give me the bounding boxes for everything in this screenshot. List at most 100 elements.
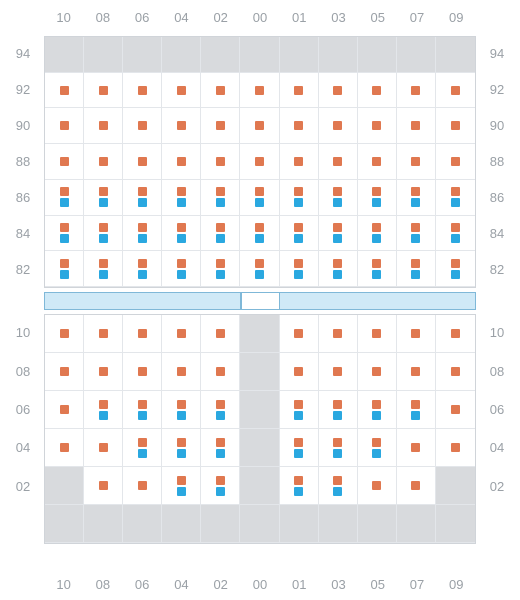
cell [45, 251, 84, 287]
cell [397, 467, 436, 505]
marker-orange [177, 187, 186, 196]
marker-blue [333, 487, 342, 496]
marker-blue [372, 234, 381, 243]
marker-orange [216, 223, 225, 232]
cell [319, 37, 358, 73]
marker-orange [333, 121, 342, 130]
marker-orange [99, 443, 108, 452]
cell [123, 505, 162, 543]
row-label: 06 [482, 402, 512, 417]
marker-orange [255, 187, 264, 196]
col-label: 02 [201, 577, 240, 592]
cell [123, 467, 162, 505]
cell [201, 315, 240, 353]
marker-blue [255, 234, 264, 243]
row-label: 88 [8, 154, 38, 169]
cell [280, 108, 319, 144]
cell [162, 315, 201, 353]
marker-orange [411, 443, 420, 452]
marker-orange [60, 157, 69, 166]
cell [436, 391, 475, 429]
marker-orange [333, 329, 342, 338]
cell [162, 429, 201, 467]
cell [162, 251, 201, 287]
cell [201, 251, 240, 287]
cell [358, 251, 397, 287]
cell [319, 180, 358, 216]
row-label: 08 [482, 364, 512, 379]
marker-blue [333, 270, 342, 279]
marker-orange [451, 405, 460, 414]
marker-blue [372, 270, 381, 279]
cell [319, 391, 358, 429]
cell [280, 353, 319, 391]
cell [280, 467, 319, 505]
cell [319, 505, 358, 543]
row-label: 84 [8, 226, 38, 241]
marker-orange [60, 223, 69, 232]
cell [45, 505, 84, 543]
marker-blue [177, 198, 186, 207]
grid-lower [44, 314, 476, 544]
marker-blue [333, 411, 342, 420]
marker-orange [411, 86, 420, 95]
marker-orange [216, 259, 225, 268]
cell [280, 37, 319, 73]
cell [123, 108, 162, 144]
col-label: 05 [358, 577, 397, 592]
cell [45, 391, 84, 429]
cell [319, 467, 358, 505]
cell [201, 467, 240, 505]
cell [162, 73, 201, 109]
marker-orange [216, 400, 225, 409]
cell [201, 108, 240, 144]
marker-blue [411, 198, 420, 207]
marker-orange [372, 481, 381, 490]
cell [280, 505, 319, 543]
cell [162, 37, 201, 73]
cell [123, 429, 162, 467]
marker-blue [216, 234, 225, 243]
marker-orange [138, 121, 147, 130]
marker-orange [60, 443, 69, 452]
marker-orange [333, 259, 342, 268]
marker-blue [177, 449, 186, 458]
cell [201, 216, 240, 252]
cell [240, 73, 279, 109]
cell [45, 315, 84, 353]
marker-blue [372, 449, 381, 458]
marker-orange [333, 187, 342, 196]
marker-orange [372, 187, 381, 196]
marker-blue [60, 234, 69, 243]
cell [240, 251, 279, 287]
cell [84, 467, 123, 505]
marker-orange [451, 367, 460, 376]
marker-orange [60, 405, 69, 414]
cell [319, 216, 358, 252]
cell [397, 505, 436, 543]
marker-orange [99, 157, 108, 166]
cell [280, 391, 319, 429]
marker-orange [138, 259, 147, 268]
cell [280, 216, 319, 252]
marker-blue [294, 487, 303, 496]
cell [397, 37, 436, 73]
col-label: 08 [83, 577, 122, 592]
marker-orange [99, 367, 108, 376]
row-label: 94 [8, 46, 38, 61]
marker-orange [216, 329, 225, 338]
marker-blue [216, 198, 225, 207]
marker-orange [411, 481, 420, 490]
cell [280, 73, 319, 109]
marker-orange [451, 157, 460, 166]
marker-orange [372, 223, 381, 232]
col-label: 05 [358, 10, 397, 25]
cell [358, 216, 397, 252]
cell [240, 315, 279, 353]
marker-orange [177, 223, 186, 232]
cell [436, 73, 475, 109]
marker-blue [216, 487, 225, 496]
col-label: 04 [162, 577, 201, 592]
cell [45, 180, 84, 216]
cell [84, 144, 123, 180]
